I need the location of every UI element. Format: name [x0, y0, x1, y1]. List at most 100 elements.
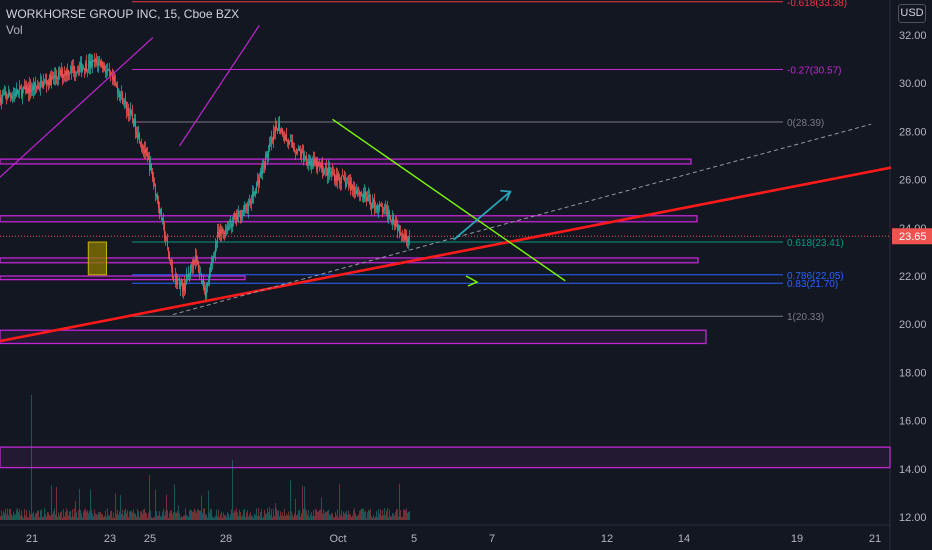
candle-body — [57, 78, 58, 80]
candle-body — [132, 113, 133, 120]
projection-arrow-up[interactable] — [453, 190, 511, 241]
candle-body — [77, 70, 78, 72]
candle-body — [121, 93, 122, 95]
candle-body — [152, 170, 153, 179]
candle-body — [105, 70, 106, 73]
candle-body — [342, 175, 343, 177]
candle-body — [196, 255, 197, 261]
candle-body — [222, 229, 223, 232]
y-axis-tick-label: 12.00 — [899, 512, 927, 524]
volume-bar — [27, 516, 28, 520]
volume-bar — [323, 509, 324, 520]
candle-body — [174, 281, 175, 283]
trendline-dashed[interactable] — [172, 123, 872, 316]
volume-bar — [326, 512, 327, 520]
volume-bar — [50, 515, 51, 520]
candle-body — [317, 162, 318, 170]
candle-body — [306, 156, 307, 164]
volume-bar — [218, 509, 219, 520]
candle-body — [294, 148, 295, 152]
volume-bar — [94, 509, 95, 520]
candle-body — [379, 204, 380, 210]
volume-bar — [371, 516, 372, 520]
volume-bar — [266, 513, 267, 520]
volume-bar — [390, 516, 391, 520]
volume-bar — [352, 515, 353, 520]
volume-bar — [337, 509, 338, 520]
resistance-zone[interactable] — [0, 446, 891, 469]
candle-body — [290, 140, 291, 142]
volume-bar — [156, 510, 157, 520]
candle-body — [41, 81, 42, 82]
trendline-descending[interactable] — [332, 118, 566, 282]
trendline-channel-b[interactable] — [179, 25, 260, 147]
candle-body — [385, 206, 386, 208]
volume-bar — [136, 516, 137, 520]
volume-bar — [179, 513, 180, 520]
volume-bar — [100, 511, 101, 520]
volume-bar — [298, 510, 299, 520]
volume-bar — [15, 514, 16, 520]
candle-body — [251, 202, 252, 204]
trendline-channel-a[interactable] — [0, 36, 154, 178]
candle-body — [188, 273, 189, 277]
candle-body — [304, 158, 305, 160]
candle-body — [76, 71, 77, 74]
candle-body — [43, 81, 44, 88]
resistance-zone[interactable] — [0, 275, 246, 281]
candle-body — [42, 81, 43, 88]
volume-bar — [8, 515, 9, 520]
target-zone-box[interactable] — [87, 241, 107, 276]
volume-bar — [64, 516, 65, 520]
resistance-zone[interactable] — [0, 215, 698, 223]
volume-bar — [34, 516, 35, 520]
volume-bar — [56, 487, 57, 520]
candle-body — [372, 201, 373, 208]
candle-body — [279, 122, 280, 131]
volume-bar — [306, 510, 307, 520]
candle-body — [236, 213, 237, 220]
candle-body — [131, 110, 132, 114]
volume-bar — [160, 516, 161, 520]
volume-bar — [387, 508, 388, 520]
volume-bar — [321, 497, 322, 520]
fib-level-label: 1(20.33) — [787, 312, 824, 323]
volume-bar — [123, 515, 124, 520]
candle-body — [405, 234, 406, 240]
candle-body — [179, 278, 180, 289]
volume-bar — [0, 515, 1, 520]
candle-body — [409, 237, 410, 239]
candle-body — [345, 180, 346, 187]
volume-indicator-label[interactable]: Vol — [6, 23, 23, 37]
candle-body — [9, 92, 10, 95]
volume-bar — [264, 509, 265, 520]
candle-body — [315, 159, 316, 164]
volume-bar — [328, 509, 329, 520]
candle-body — [242, 210, 243, 217]
candle-body — [143, 149, 144, 151]
candle-body — [63, 74, 64, 78]
volume-bar — [261, 509, 262, 520]
volume-bar — [12, 515, 13, 520]
candle-body — [267, 153, 268, 158]
volume-bar — [59, 515, 60, 520]
volume-bar — [301, 513, 302, 520]
candle-body — [155, 185, 156, 196]
resistance-zone[interactable] — [0, 158, 692, 165]
resistance-zone[interactable] — [0, 329, 707, 345]
trendline-support[interactable] — [0, 166, 892, 343]
candle-body — [305, 156, 306, 159]
currency-button[interactable]: USD — [898, 4, 926, 23]
candle-body — [14, 93, 15, 95]
candle-body — [344, 177, 345, 181]
volume-bar — [265, 513, 266, 520]
resistance-zone[interactable] — [0, 257, 699, 264]
volume-bar — [52, 513, 53, 520]
volume-bar — [135, 513, 136, 520]
candle-body — [151, 163, 152, 171]
candle-body — [30, 85, 31, 92]
volume-bar — [220, 514, 221, 520]
volume-bar — [58, 512, 59, 520]
candle-body — [208, 281, 209, 283]
